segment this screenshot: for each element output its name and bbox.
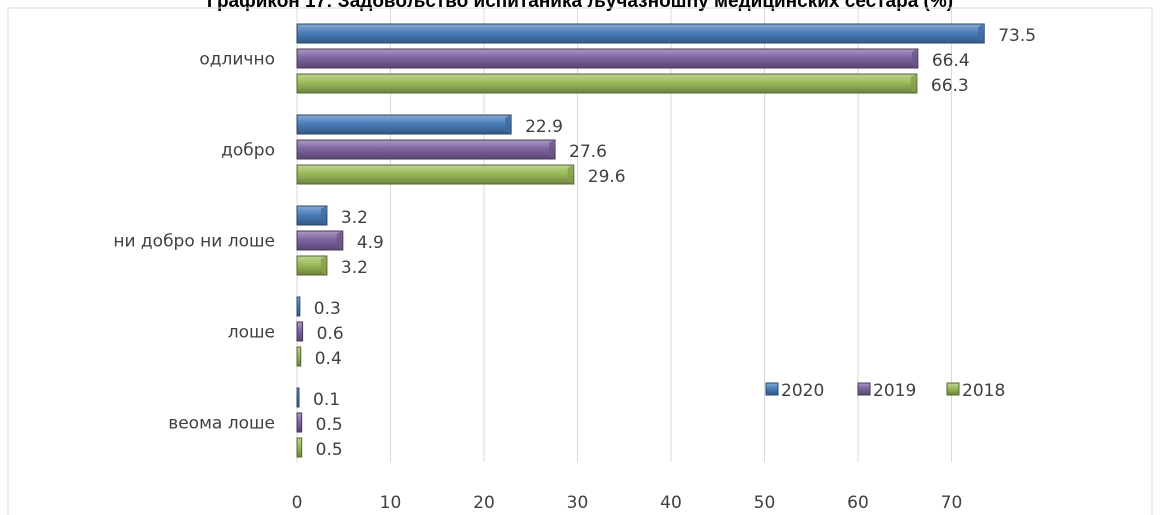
bar-2018 [296,73,918,94]
bar-bevel [320,206,326,225]
x-tick-label: 70 [941,493,963,513]
bar-bevel [336,231,342,250]
data-label: 0.4 [315,349,342,369]
category-label: лоше [228,323,275,343]
category-label: добро [221,141,275,161]
bar-2019 [296,48,919,69]
x-tick-label: 50 [754,493,776,513]
legend-label: 2018 [962,381,1005,401]
plot-border [7,7,1153,515]
bar-2020 [296,387,300,408]
bar-2018 [296,164,575,185]
bar-2019 [296,139,556,160]
category-labels: одлично добро ни добро ни лоше лоше веома ло… [113,50,275,434]
legend-swatch-2020 [765,382,779,396]
data-label: 0.1 [313,390,340,410]
plot-frame [7,7,1153,515]
bar-2018 [296,346,302,367]
data-label: 0.5 [316,440,343,460]
data-label: 4.9 [357,233,384,253]
bar-2018 [296,255,328,276]
bars [296,23,985,458]
data-label: 73.5 [998,26,1036,46]
bar-2020 [296,114,512,135]
bar-2019 [296,412,303,433]
legend-label: 2020 [781,381,824,401]
x-tick-label: 10 [380,493,402,513]
data-label: 27.6 [569,142,607,162]
bar-2020 [296,296,301,317]
bar-bevel [911,49,917,68]
bar-bevel [978,24,984,43]
data-labels: 73.5 66.4 66.3 22.9 27.6 29.6 3.2 4.9 3.2 0.3 0.6 0… [313,26,1036,460]
bar-bevel [910,74,916,93]
data-label: 3.2 [341,258,368,278]
x-tick-label: 0 [292,493,303,513]
category-label: одлично [199,50,275,70]
x-axis-ticks: 0 10 20 30 40 50 60 70 [292,493,963,513]
legend: 2020 2019 2018 [765,381,1005,401]
x-tick-label: 20 [473,493,495,513]
bar-bevel [549,140,555,159]
bar-2019 [296,230,344,251]
data-label: 66.4 [932,51,970,71]
x-tick-label: 30 [567,493,589,513]
legend-label: 2019 [873,381,916,401]
bar-2019 [296,321,304,342]
chart-title: Графикон 17: Задовољство испитаника ључа… [206,0,954,12]
data-label: 0.6 [317,324,344,344]
bar-bevel [320,256,326,275]
category-label: ни добро ни лоше [113,232,275,252]
data-label: 29.6 [588,167,626,187]
legend-swatch-2018 [946,382,960,396]
bar-2020 [296,23,985,44]
bar-2020 [296,205,328,226]
data-label: 0.5 [316,415,343,435]
data-label: 3.2 [341,208,368,228]
category-label: веома лоше [168,414,275,434]
data-label: 22.9 [525,117,563,137]
bar-bevel [567,165,573,184]
x-tick-label: 60 [847,493,869,513]
data-label: 0.3 [314,299,341,319]
data-label: 66.3 [931,76,969,96]
bar-2018 [296,437,303,458]
x-tick-label: 40 [660,493,682,513]
legend-swatch-2019 [857,382,871,396]
bar-bevel [505,115,511,134]
